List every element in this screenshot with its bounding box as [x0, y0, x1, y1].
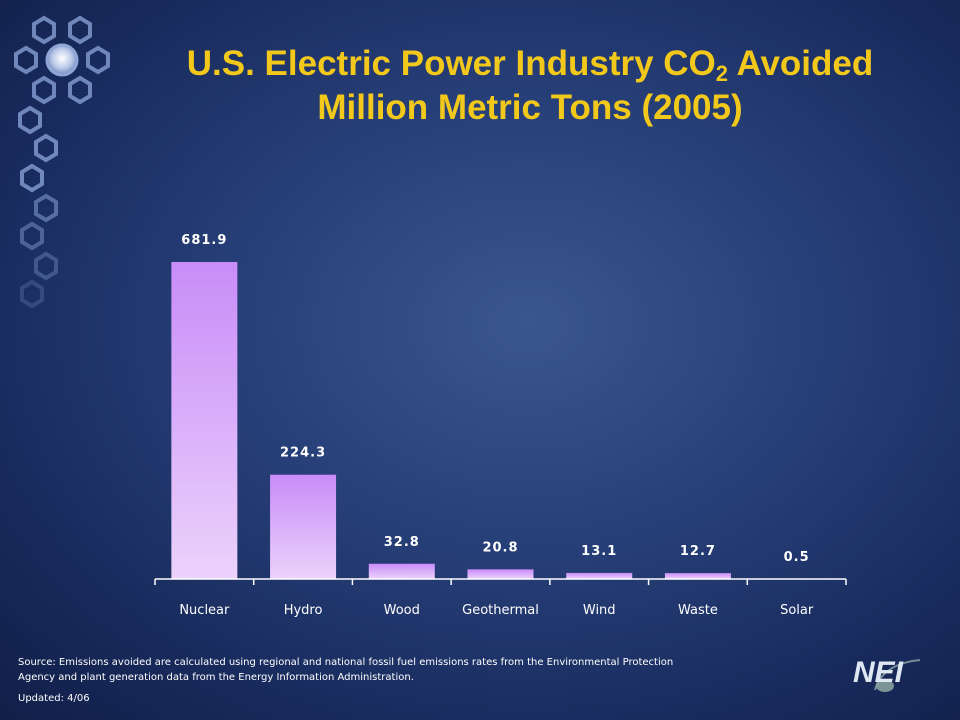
title-line-2: Million Metric Tons (2005) [317, 88, 743, 127]
tick-label-hydro: Hydro [284, 603, 323, 618]
title-line-1: U.S. Electric Power Industry CO2 Avoided [130, 42, 930, 86]
tick-label-geothermal: Geothermal [462, 603, 539, 618]
bar-wood [368, 563, 435, 579]
source-note: Source: Emissions avoided are calculated… [18, 657, 674, 683]
data-label-hydro: 224.3 [280, 446, 326, 461]
logo-text: NEI [853, 656, 904, 689]
chart-title: U.S. Electric Power Industry CO2 Avoided… [130, 42, 930, 130]
data-label-waste: 12.7 [680, 544, 716, 559]
title-subscript: 2 [715, 61, 729, 86]
tick-label-nuclear: Nuclear [179, 603, 230, 618]
data-label-nuclear: 681.9 [181, 233, 227, 248]
title-line-1-suffix: Avoided [728, 44, 874, 83]
bar-geothermal [467, 569, 534, 579]
bar-waste [664, 573, 731, 579]
data-label-geothermal: 20.8 [482, 540, 518, 555]
bar-wind [566, 572, 633, 579]
title-line-1-prefix: U.S. Electric Power Industry CO [186, 44, 716, 83]
tick-label-waste: Waste [678, 603, 718, 618]
bar-nuclear [171, 262, 238, 579]
data-label-wind: 13.1 [581, 544, 617, 559]
hexagon-decoration [14, 15, 110, 309]
tick-label-solar: Solar [780, 603, 814, 618]
nei-logo-icon: NEI [853, 656, 921, 692]
bar-hydro [270, 474, 337, 579]
footer: Source: Emissions avoided are calculated… [18, 655, 698, 706]
data-label-solar: 0.5 [784, 550, 810, 565]
updated-date: Updated: 4/06 [18, 693, 90, 704]
tick-label-wood: Wood [384, 603, 420, 618]
data-label-wood: 32.8 [384, 535, 420, 550]
tick-label-wind: Wind [583, 603, 616, 618]
